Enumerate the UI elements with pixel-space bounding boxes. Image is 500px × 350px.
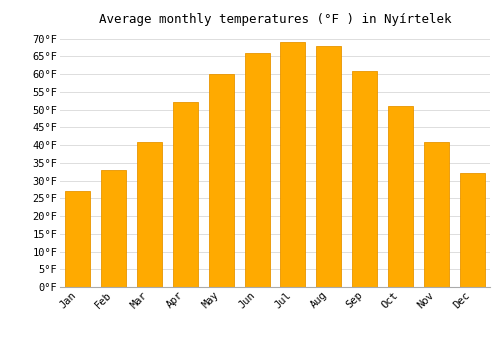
Title: Average monthly temperatures (°F ) in Nyírtelek: Average monthly temperatures (°F ) in Ny… (99, 13, 451, 26)
Bar (424, 141, 449, 287)
Bar (280, 42, 305, 287)
Bar (244, 53, 270, 287)
Bar (101, 170, 126, 287)
Bar (208, 74, 234, 287)
Bar (137, 141, 162, 287)
Bar (66, 191, 90, 287)
Bar (460, 174, 484, 287)
Bar (316, 46, 342, 287)
Bar (388, 106, 413, 287)
Bar (173, 103, 198, 287)
Bar (352, 71, 377, 287)
